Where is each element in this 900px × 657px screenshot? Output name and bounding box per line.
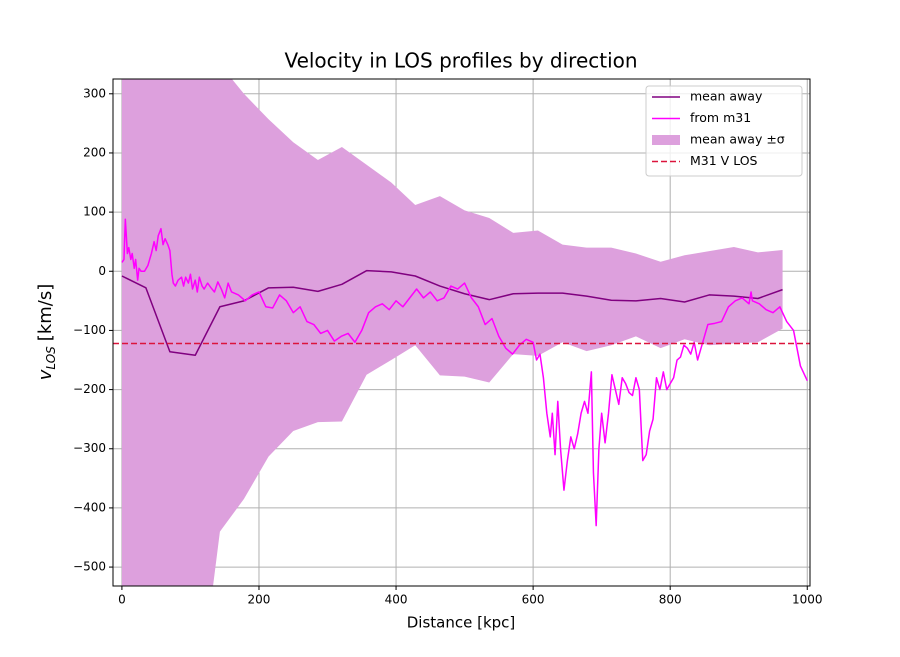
x-tick-label: 400: [385, 593, 408, 607]
y-tick-label: −100: [73, 323, 106, 337]
sigma-band: [121, 79, 783, 586]
y-tick-label: −500: [73, 560, 106, 574]
y-tick-label: 300: [83, 86, 106, 100]
x-tick-label: 0: [118, 593, 126, 607]
legend-label: mean away: [690, 89, 763, 104]
legend-swatch: [652, 135, 680, 145]
y-tick-label: 200: [83, 145, 106, 159]
y-tick-label: 0: [98, 264, 106, 278]
chart-title: Velocity in LOS profiles by direction: [284, 49, 637, 73]
legend: mean away from m31 mean away ±σ M31 V LOS: [645, 85, 803, 177]
x-tick-label: 800: [659, 593, 682, 607]
axes-frame: [112, 78, 811, 587]
legend-label: M31 V LOS: [690, 153, 758, 168]
y-label-unit: [km/s]: [35, 284, 56, 341]
y-label-symbol: v: [35, 369, 56, 380]
y-tick-label: −200: [73, 382, 106, 396]
line: [121, 269, 783, 357]
x-tick-label: 1000: [792, 593, 823, 607]
y-tick-label: 100: [83, 205, 106, 219]
plot-area: [113, 79, 810, 586]
y-label-subscript: LOS: [44, 346, 58, 370]
x-tick-label: 600: [522, 593, 545, 607]
y-tick-label: −300: [73, 441, 106, 455]
line: [121, 218, 808, 527]
legend-label: from m31: [690, 110, 751, 125]
ticks: 0 200 400 600 800 1000 −500 −400 −300 −200 −100 0 10…: [73, 86, 823, 606]
x-axis-label: Distance [kpc]: [407, 614, 516, 632]
y-tick-label: −400: [73, 500, 106, 514]
legend-label: mean away ±σ: [690, 132, 785, 147]
legend-box: [645, 85, 803, 177]
x-tick-label: 200: [248, 593, 271, 607]
y-axis-label: vLOS [km/s]: [35, 284, 58, 381]
